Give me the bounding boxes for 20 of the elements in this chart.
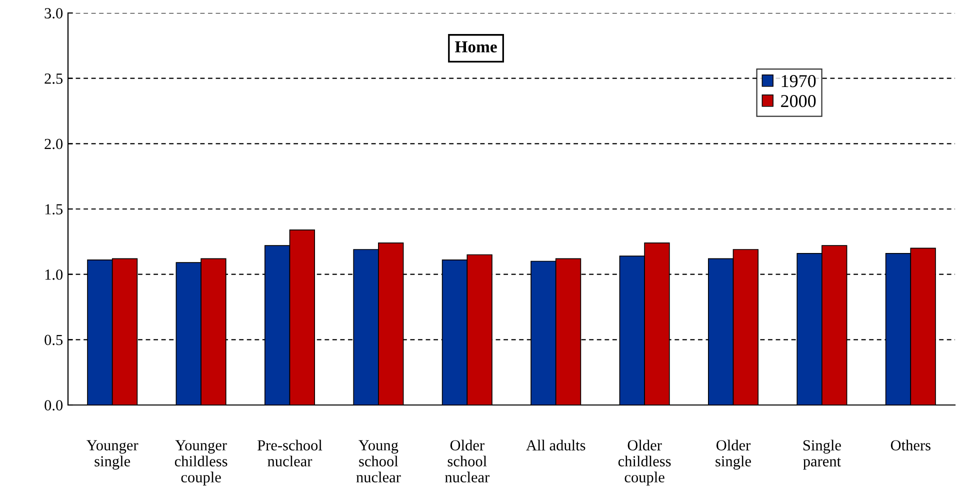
- y-tick-label: 2.5: [44, 74, 63, 84]
- x-tick-label: Others: [890, 440, 930, 450]
- y-tick-label: 1.0: [45, 269, 63, 280]
- y-tick-label: 3.0: [44, 8, 63, 19]
- y-tick-label: 2.0: [44, 138, 63, 150]
- legend-label: 2000: [781, 94, 816, 108]
- x-tick-label: Older school nuclear: [445, 440, 490, 482]
- x-tick-label: Younger single: [86, 440, 138, 470]
- y-tick-label: 1.5: [45, 204, 63, 215]
- x-tick-label: Older single: [716, 440, 751, 470]
- y-tick-label: 0.5: [44, 334, 63, 346]
- x-tick-label: Young school nuclear: [356, 440, 401, 482]
- y-tick-label: 0.0: [44, 400, 63, 411]
- x-tick-label: Single parent: [803, 440, 841, 470]
- legend-label: 1970: [782, 75, 816, 88]
- x-tick-label: Pre-school nuclear: [258, 440, 322, 466]
- x-tick-label: Younger childless couple: [174, 440, 228, 486]
- x-tick-label: Older childless couple: [618, 440, 671, 486]
- x-tick-label: All adults: [526, 440, 586, 450]
- text: Home: [455, 41, 497, 52]
